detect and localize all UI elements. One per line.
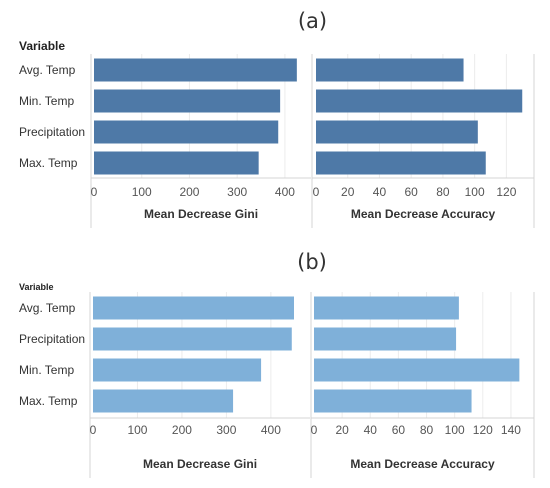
chart-a-axis-title: Mean Decrease Accuracy: [351, 207, 496, 221]
chart-b-bar: [93, 389, 234, 413]
chart-a-axis-title: Mean Decrease Gini: [144, 207, 258, 221]
chart-a-tick-label: 0: [313, 185, 320, 199]
chart-a-tick-label: 0: [91, 185, 98, 199]
chart-b-tick-label: 200: [172, 423, 192, 437]
chart-a-bar: [316, 89, 523, 113]
chart-b-bar: [314, 327, 457, 351]
chart-a-tick-label: 100: [132, 185, 152, 199]
chart-a-category-label: Avg. Temp: [19, 63, 76, 77]
chart-a-bar: [94, 120, 279, 144]
chart-a-tick-label: 100: [465, 185, 485, 199]
chart-b-tick-label: 40: [364, 423, 378, 437]
chart-b-tick-label: 100: [127, 423, 147, 437]
chart-b-category-label: Avg. Temp: [19, 301, 76, 315]
chart-b-category-label: Max. Temp: [19, 394, 78, 408]
chart-a-row-header: Variable: [19, 39, 65, 53]
chart-b-tick-label: 300: [216, 423, 236, 437]
chart-a-bar: [316, 120, 478, 144]
chart-a-tick-label: 120: [496, 185, 516, 199]
chart-a-panel-label: (a): [298, 9, 327, 33]
chart-b-row-header: Variable: [19, 282, 54, 292]
chart-a-tick-label: 40: [373, 185, 387, 199]
chart-b-tick-label: 100: [445, 423, 465, 437]
chart-a-tick-label: 200: [179, 185, 199, 199]
chart-a-tick-label: 300: [227, 185, 247, 199]
chart-b-tick-label: 0: [90, 423, 97, 437]
chart-b-tick-label: 60: [392, 423, 406, 437]
chart-a-bar: [94, 151, 259, 175]
chart-b-axis-title: Mean Decrease Accuracy: [350, 457, 495, 471]
chart-b-bar: [93, 358, 262, 382]
chart-a-bar: [316, 58, 464, 82]
chart-a-tick-label: 20: [341, 185, 355, 199]
chart-b-axis-title: Mean Decrease Gini: [143, 457, 257, 471]
chart-b-tick-label: 400: [261, 423, 281, 437]
chart-a-tick-label: 60: [405, 185, 419, 199]
chart-b-tick-label: 120: [473, 423, 493, 437]
chart-b-panel-label: (b): [297, 250, 327, 274]
chart-a-bar: [316, 151, 486, 175]
chart-a-category-label: Precipitation: [19, 125, 85, 139]
chart-a-category-label: Min. Temp: [19, 94, 74, 108]
chart-a-tick-label: 80: [436, 185, 450, 199]
chart-a-category-label: Max. Temp: [19, 156, 78, 170]
chart-b-bar: [93, 296, 294, 320]
chart-b-tick-label: 140: [501, 423, 521, 437]
chart-b-tick-label: 80: [420, 423, 434, 437]
chart-b-bar: [314, 389, 472, 413]
chart-a-bar: [94, 58, 297, 82]
chart-a-bar: [94, 89, 281, 113]
chart-b-bar: [314, 358, 520, 382]
chart-b-tick-label: 0: [311, 423, 318, 437]
chart-b-category-label: Min. Temp: [19, 363, 74, 377]
chart-b-bar: [93, 327, 292, 351]
chart-b-bar: [314, 296, 459, 320]
chart-b-category-label: Precipitation: [19, 332, 85, 346]
chart-a-tick-label: 400: [275, 185, 295, 199]
chart-b-tick-label: 20: [335, 423, 349, 437]
